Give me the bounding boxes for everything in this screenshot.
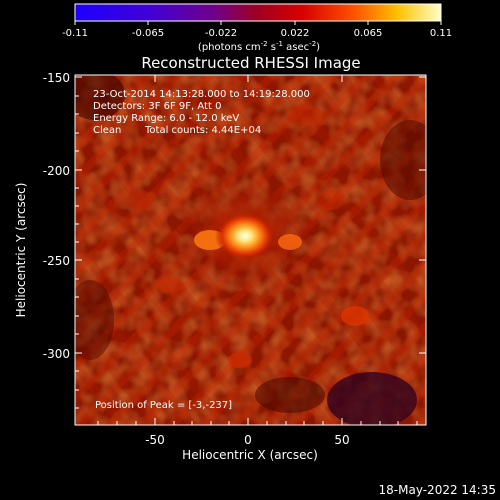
annotation-clean: Clean	[93, 125, 121, 136]
y-tick-label: -200	[43, 164, 70, 178]
annotation-energy-range: Energy Range: 6.0 - 12.0 keV	[93, 113, 239, 124]
plot-frame	[74, 74, 427, 426]
colorbar-gradient	[74, 3, 442, 22]
annotation-detectors: Detectors: 3F 6F 9F, Att 0	[93, 101, 221, 112]
annotation-peak-position: Position of Peak = [-3,-237]	[95, 400, 232, 411]
x-axis-label: Heliocentric X (arcsec)	[182, 448, 318, 462]
colorbar-tick-label: 0.11	[430, 28, 452, 39]
colorbar-tick-label: -0.11	[62, 28, 88, 39]
y-axis-label: Heliocentric Y (arcsec)	[14, 183, 28, 318]
y-tick-label: -300	[43, 347, 70, 361]
colorbar: -0.11 -0.065 -0.022 0.022 0.065 0.11 (ph…	[62, 3, 452, 53]
footer-timestamp: 18-May-2022 14:35	[379, 483, 496, 497]
y-axis-ticks	[75, 76, 426, 409]
colorbar-tick-label: -0.022	[205, 28, 237, 39]
colorbar-units: (photons cm-2 s-1 asec-2)	[198, 40, 320, 53]
colorbar-tick-label: 0.022	[281, 28, 310, 39]
rhessi-image	[75, 75, 426, 425]
annotation-time-range: 23-Oct-2014 14:13:28.000 to 14:19:28.000	[93, 89, 310, 100]
x-tick-label: 0	[244, 433, 252, 447]
y-tick-label: -150	[43, 71, 70, 85]
x-axis-ticks	[97, 75, 418, 425]
y-tick-label: -250	[43, 254, 70, 268]
colorbar-tick-marks	[74, 21, 442, 25]
x-tick-label: -50	[145, 433, 165, 447]
plot-title: Reconstructed RHESSI Image	[141, 54, 360, 72]
x-tick-label: 50	[334, 433, 349, 447]
annotation-total-counts: Total counts: 4.44E+04	[144, 125, 261, 136]
colorbar-tick-label: 0.065	[354, 28, 383, 39]
colorbar-tick-label: -0.065	[132, 28, 164, 39]
